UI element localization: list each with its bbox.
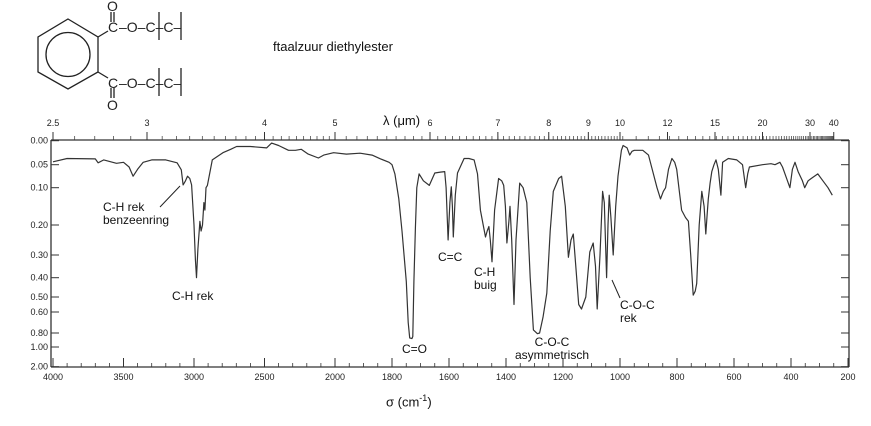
- carbonyl-oxygen-bottom: O: [107, 97, 118, 110]
- x2-tick-label: 20: [757, 118, 767, 128]
- annotation-line: C-H rek: [103, 200, 145, 214]
- annotation-line: C-O-C: [534, 335, 570, 349]
- x-tick-label: 1800: [382, 372, 402, 382]
- annotation-line: benzeenring: [103, 213, 170, 227]
- x-tick-label: 1600: [439, 372, 459, 382]
- x-tick-label: 800: [669, 372, 684, 382]
- y-tick-label: 0.60: [30, 307, 48, 317]
- x2-tick-label: 9: [586, 118, 591, 128]
- x-tick-label: 1000: [610, 372, 630, 382]
- carbonyl-oxygen-top: O: [107, 0, 118, 14]
- annotation-cc-aromatic: C=C: [438, 251, 462, 264]
- x-tick-label: 2500: [254, 372, 274, 382]
- annotation-line: asymmetrisch: [514, 348, 589, 362]
- y-tick-label: 0.05: [30, 160, 48, 170]
- x-tick-label: 4000: [43, 372, 63, 382]
- x2-tick-label: 10: [615, 118, 625, 128]
- x-tick-label: 1400: [496, 372, 516, 382]
- x-tick-label: 1200: [553, 372, 573, 382]
- y-tick-label: 1.00: [30, 342, 48, 352]
- y-tick-label: 0.50: [30, 292, 48, 302]
- annotation-leader-aromatic-ch: [159, 185, 181, 208]
- y-tick-label: 0.40: [30, 273, 48, 283]
- y-tick-label: 2.00: [30, 362, 48, 372]
- ester-chain-top: –O–C–C–: [119, 19, 181, 35]
- x2-tick-label: 7: [495, 118, 500, 128]
- bottom-axis-title-sup: -1: [419, 393, 428, 403]
- annotation-line: C=C: [438, 250, 463, 264]
- x2-tick-label: 2.5: [47, 118, 60, 128]
- x-tick-label: 600: [726, 372, 741, 382]
- carbonyl-carbon-top: C: [108, 19, 118, 35]
- bottom-axis-title-close: ): [427, 394, 432, 410]
- annotation-coc-asymmetric: C-O-C asymmetrisch: [514, 336, 590, 362]
- x2-tick-label: 3: [144, 118, 149, 128]
- x-tick-label: 200: [840, 372, 855, 382]
- x2-tick-label: 15: [710, 118, 720, 128]
- x2-tick-label: 5: [332, 118, 337, 128]
- y-tick-label: 0.00: [30, 136, 48, 146]
- carbonyl-carbon-bottom: C: [108, 75, 118, 91]
- y-tick-label: 0.20: [30, 220, 48, 230]
- phthalate-structure-diagram: O C –O–C–C– C –O–C–C– O: [37, 0, 182, 110]
- annotation-line: rek: [620, 311, 637, 325]
- x2-tick-label: 40: [829, 118, 839, 128]
- x-tick-label: 3500: [113, 372, 133, 382]
- annotation-line: buig: [474, 278, 497, 292]
- spectrum-line: [52, 142, 833, 340]
- y-tick-label: 0.10: [30, 183, 48, 193]
- compound-name: ftaalzuur diethylester: [273, 39, 393, 54]
- annotation-line: C=O: [402, 342, 428, 356]
- x-tick-label: 3000: [184, 372, 204, 382]
- annotation-carbonyl: C=O: [402, 343, 427, 356]
- x2-tick-label: 30: [805, 118, 815, 128]
- x-tick-label: 2000: [325, 372, 345, 382]
- x2-tick-label: 12: [662, 118, 672, 128]
- y-tick-label: 0.30: [30, 250, 48, 260]
- bottom-axis-title: σ (cm-1): [386, 391, 432, 409]
- annotation-leader-coc: [611, 279, 621, 299]
- annotation-line: C-H: [474, 265, 496, 279]
- annotation-ch-stretch: C-H rek: [172, 290, 213, 303]
- annotation-coc-stretch: C-O-C rek: [620, 299, 655, 325]
- annotation-ch-bend: C-H buig: [474, 266, 497, 292]
- ester-chain-bottom: –O–C–C–: [119, 75, 181, 91]
- annotation-line: C-H rek: [172, 289, 214, 303]
- annotation-line: C-O-C: [620, 298, 655, 312]
- x2-tick-label: 8: [546, 118, 551, 128]
- x-tick-label: 400: [783, 372, 798, 382]
- annotation-ch-stretch-aromatic: C-H rek benzeenring: [103, 201, 169, 227]
- aromatic-circle: [45, 31, 91, 78]
- x2-tick-label: 4: [262, 118, 267, 128]
- x2-tick-label: 6: [427, 118, 432, 128]
- top-axis-title: λ (μm): [383, 113, 421, 128]
- y-tick-label: 0.80: [30, 328, 48, 338]
- bottom-axis-title-main: σ (cm: [386, 394, 420, 410]
